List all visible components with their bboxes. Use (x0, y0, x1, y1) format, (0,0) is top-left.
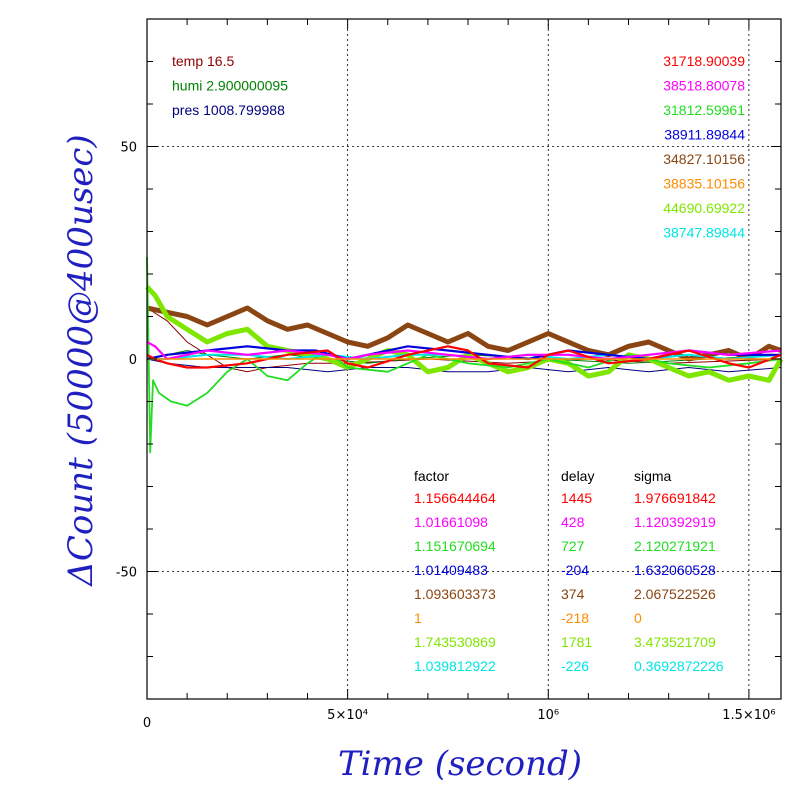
series-value-label: 44690.69922 (663, 200, 745, 216)
sigma-value: 1.120392919 (634, 514, 716, 530)
series-value-label: 34827.10156 (663, 151, 745, 167)
x-tick-label: 1.5×10⁶ (722, 708, 775, 723)
env-legend-entry: pres 1008.799988 (172, 102, 285, 118)
factor-value: 1.743530869 (414, 634, 496, 650)
delay-value: 1781 (561, 634, 592, 650)
env-legend: temp 16.5 humi 2.900000095 pres 1008.79998… (172, 53, 288, 118)
delay-value: -226 (561, 658, 589, 674)
value-legend: 31718.90039 38518.80078 31812.59961 38911.8… (663, 53, 745, 241)
env-legend-entry: temp 16.5 (172, 53, 234, 69)
series-value-label: 38835.10156 (663, 176, 745, 192)
delay-value: -218 (561, 610, 589, 626)
x-axis-label: Time (second) (338, 744, 582, 784)
series-line (146, 341, 782, 361)
env-legend-entry: humi 2.900000095 (172, 78, 288, 94)
x-tick-labels: 0 5×10⁴ 10⁶ 1.5×10⁶ (143, 708, 776, 731)
delay-value: 374 (561, 586, 585, 602)
sigma-value: 3.473521709 (634, 634, 716, 650)
factor-value: 1.151670694 (414, 538, 496, 554)
sigma-value: 0 (634, 610, 642, 626)
factor-value: 1.039812922 (414, 658, 496, 674)
series-value-label: 38911.89844 (664, 127, 745, 143)
delay-value: 428 (561, 514, 585, 530)
delay-header: delay (561, 468, 594, 484)
factor-value: 1 (414, 610, 422, 626)
y-axis-label: ΔCount (50000@400usec) (61, 134, 101, 587)
y-tick-label: -50 (116, 566, 137, 581)
factor-value: 1.01409483 (414, 562, 488, 578)
factor-header: factor (414, 468, 449, 484)
minor-ticks (146, 18, 781, 700)
delay-value: 1445 (561, 490, 592, 506)
y-tick-labels: 50 0 -50 (116, 141, 137, 581)
x-tick-label: 10⁶ (537, 708, 559, 723)
delay-value: 727 (561, 538, 585, 554)
x-tick-label: 5×10⁴ (327, 708, 368, 723)
x-tick-label: 0 (143, 716, 151, 731)
factor-table: factor delay sigma 1.156644464 1445 1.9766… (414, 468, 724, 674)
delay-value: -204 (561, 562, 589, 578)
series-value-label: 31718.90039 (663, 53, 745, 69)
factor-value: 1.156644464 (414, 490, 496, 506)
sigma-value: 2.120271921 (634, 538, 716, 554)
factor-value: 1.093603373 (414, 586, 496, 602)
y-tick-label: 50 (120, 141, 137, 156)
sigma-value: 1.632060528 (634, 562, 716, 578)
y-tick-label: 0 (129, 353, 137, 368)
series-value-label: 31812.59961 (663, 102, 745, 118)
sigma-value: 1.976691842 (634, 490, 716, 506)
series-line (146, 345, 782, 369)
data-traces (145, 256, 784, 454)
factor-value: 1.01661098 (414, 514, 488, 530)
sigma-value: 0.3692872226 (634, 658, 724, 674)
series-value-label: 38747.89844 (663, 225, 745, 241)
sigma-header: sigma (634, 468, 672, 484)
series-value-label: 38518.80078 (663, 78, 745, 94)
sigma-value: 2.067522526 (634, 586, 716, 602)
